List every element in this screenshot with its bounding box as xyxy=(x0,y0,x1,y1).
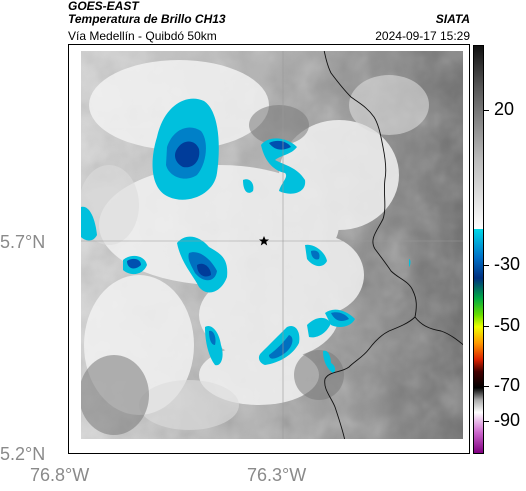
org-label: SIATA xyxy=(435,12,470,26)
colorbar-label-minus50: -50 xyxy=(494,315,521,335)
datetime-label: 2024-09-17 15:29 xyxy=(375,29,470,43)
cold-cloud-tops xyxy=(81,98,411,373)
lat-label-5-2: 5.2°N xyxy=(0,444,46,464)
map-canvas xyxy=(69,45,469,453)
colorbar-label-20: 20 xyxy=(494,99,515,119)
lat-label-5-7: 5.7°N xyxy=(0,232,46,252)
colorbar xyxy=(473,45,484,454)
map-gridlines xyxy=(69,45,469,453)
route-label: Vía Medellín - Quibdó 50km xyxy=(68,29,217,43)
colorbar-tick xyxy=(484,326,489,327)
colorbar-gradient xyxy=(474,46,483,453)
lon-label-76-8: 76.8°W xyxy=(30,465,90,485)
colorbar-label-minus30: -30 xyxy=(494,254,521,274)
colorbar-tick xyxy=(484,421,489,422)
satellite-map[interactable] xyxy=(68,44,470,454)
colorbar-tick xyxy=(484,110,489,111)
colorbar-tick xyxy=(484,265,489,266)
star-marker xyxy=(259,236,269,246)
colorbar-label-minus70: -70 xyxy=(494,375,521,395)
political-boundaries xyxy=(322,45,469,453)
satellite-title: GOES-EAST xyxy=(68,0,139,13)
product-title: Temperatura de Brillo CH13 xyxy=(68,12,226,26)
colorbar-tick xyxy=(484,386,489,387)
lon-label-76-3: 76.3°W xyxy=(247,465,307,485)
colorbar-label-minus90: -90 xyxy=(494,410,521,430)
